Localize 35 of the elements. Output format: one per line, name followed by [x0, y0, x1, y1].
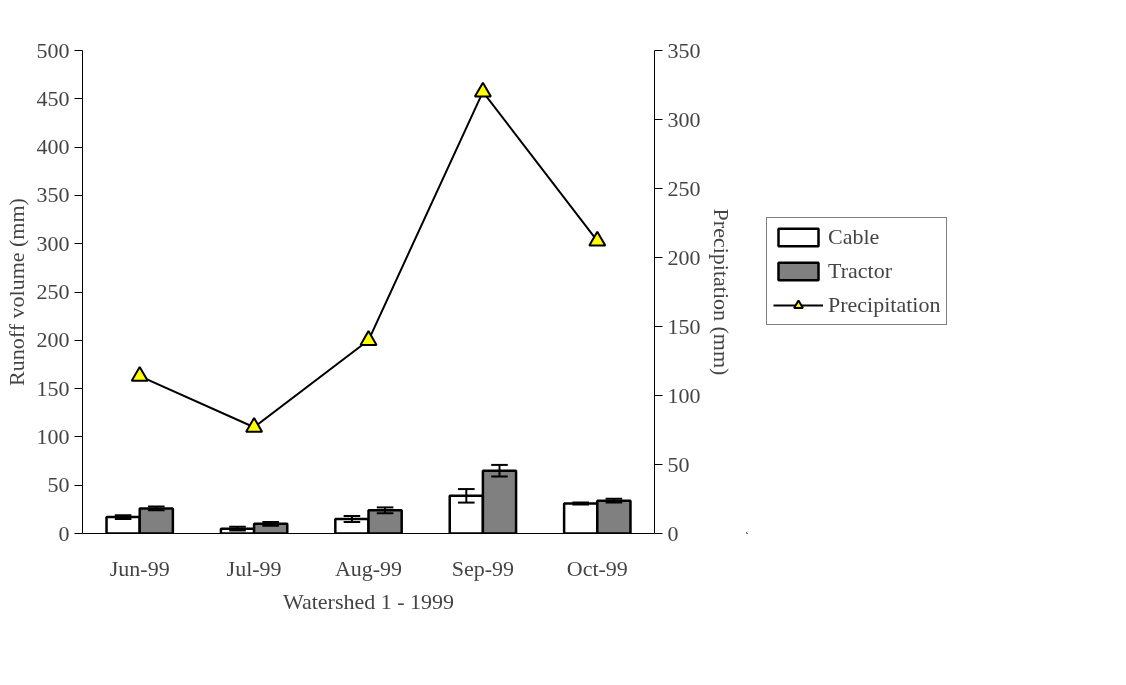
y-tick-label: 200 — [36, 327, 70, 353]
x-tick-label: Aug-99 — [334, 555, 403, 581]
y2-tick-label: 50 — [667, 451, 690, 477]
y-tick-label: 100 — [36, 423, 70, 449]
y-tick-label: 400 — [36, 134, 70, 160]
x-tick-label: Jul-99 — [226, 555, 282, 581]
y-tick-label: 350 — [36, 182, 70, 208]
y2-tick-label: 100 — [667, 382, 701, 408]
x-tick-label: Jun-99 — [109, 555, 170, 581]
y-tick-label: 300 — [36, 230, 70, 256]
y2-tick-label: 350 — [667, 37, 701, 63]
x-tick-label: Oct-99 — [566, 555, 628, 581]
legend-label: Cable — [828, 224, 880, 250]
y2-tick-label: 150 — [667, 313, 701, 339]
point — [130, 365, 149, 382]
legend-label: Precipitation — [828, 292, 941, 318]
point — [473, 81, 492, 98]
point — [588, 230, 607, 247]
x-tick-label: Sep-99 — [451, 555, 515, 581]
y2-axis-title: Precipitation (mm) — [708, 208, 734, 376]
y-tick-label: 0 — [58, 520, 70, 546]
y2-tick-label: 300 — [667, 106, 701, 132]
y-tick-label: 150 — [36, 375, 70, 401]
y-tick-label: 450 — [36, 85, 70, 111]
point — [359, 330, 378, 346]
y2-tick-label: 0 — [667, 520, 679, 546]
legend-label: Tractor — [828, 258, 892, 284]
y2-tick-label: 250 — [667, 175, 701, 201]
y-axis-title: Runoff volume (mm) — [3, 198, 29, 386]
y2-tick-label: 200 — [667, 244, 701, 270]
y-tick-label: 500 — [36, 37, 70, 63]
y-tick-label: 250 — [36, 279, 70, 304]
point — [245, 417, 264, 433]
y-tick-label: 50 — [47, 472, 70, 498]
x-axis-title: Watershed 1 - 1999 — [282, 588, 455, 614]
